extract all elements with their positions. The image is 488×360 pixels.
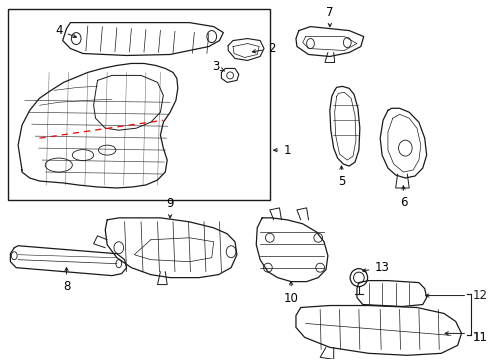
Text: 4: 4 xyxy=(55,24,76,37)
Text: 12: 12 xyxy=(472,289,487,302)
Text: 13: 13 xyxy=(362,261,388,274)
Text: 9: 9 xyxy=(166,197,174,218)
Text: 11: 11 xyxy=(472,331,487,344)
Text: 3: 3 xyxy=(212,60,224,73)
Text: 8: 8 xyxy=(62,267,70,293)
Text: 1: 1 xyxy=(273,144,290,157)
Text: 10: 10 xyxy=(283,282,298,305)
Text: 7: 7 xyxy=(325,6,333,27)
Bar xyxy=(8,9,269,200)
Text: 6: 6 xyxy=(399,186,407,209)
Text: 2: 2 xyxy=(252,42,275,55)
Text: 11: 11 xyxy=(472,331,487,344)
Text: 5: 5 xyxy=(337,166,345,188)
